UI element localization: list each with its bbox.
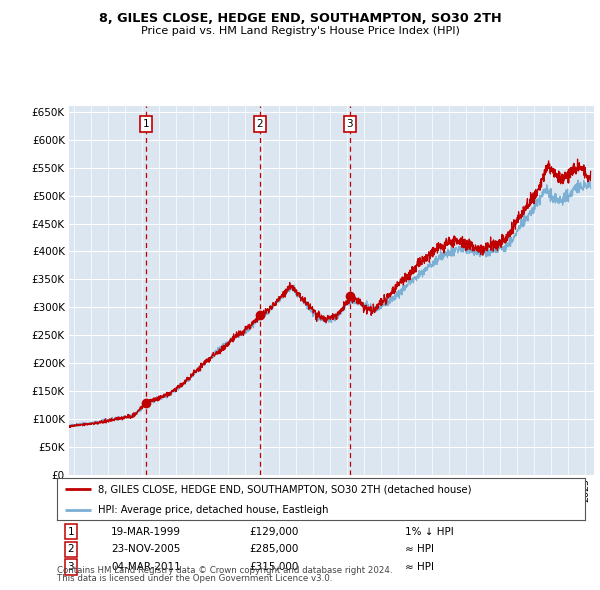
Text: 04-MAR-2011: 04-MAR-2011 xyxy=(111,562,181,572)
Text: 3: 3 xyxy=(67,562,74,572)
Text: ≈ HPI: ≈ HPI xyxy=(405,545,434,554)
Text: This data is licensed under the Open Government Licence v3.0.: This data is licensed under the Open Gov… xyxy=(57,574,332,583)
Text: Price paid vs. HM Land Registry's House Price Index (HPI): Price paid vs. HM Land Registry's House … xyxy=(140,26,460,35)
Text: £315,000: £315,000 xyxy=(249,562,298,572)
Text: 8, GILES CLOSE, HEDGE END, SOUTHAMPTON, SO30 2TH: 8, GILES CLOSE, HEDGE END, SOUTHAMPTON, … xyxy=(98,12,502,25)
Text: 19-MAR-1999: 19-MAR-1999 xyxy=(111,527,181,536)
Text: 1% ↓ HPI: 1% ↓ HPI xyxy=(405,527,454,536)
Text: £285,000: £285,000 xyxy=(249,545,298,554)
Text: 1: 1 xyxy=(143,119,149,129)
Text: HPI: Average price, detached house, Eastleigh: HPI: Average price, detached house, East… xyxy=(98,505,329,514)
Text: 2: 2 xyxy=(257,119,263,129)
Text: 2: 2 xyxy=(67,545,74,554)
Text: £129,000: £129,000 xyxy=(249,527,298,536)
Text: 8, GILES CLOSE, HEDGE END, SOUTHAMPTON, SO30 2TH (detached house): 8, GILES CLOSE, HEDGE END, SOUTHAMPTON, … xyxy=(98,484,472,494)
Text: 3: 3 xyxy=(346,119,353,129)
Text: 23-NOV-2005: 23-NOV-2005 xyxy=(111,545,181,554)
Text: 1: 1 xyxy=(67,527,74,536)
Text: ≈ HPI: ≈ HPI xyxy=(405,562,434,572)
Text: Contains HM Land Registry data © Crown copyright and database right 2024.: Contains HM Land Registry data © Crown c… xyxy=(57,566,392,575)
